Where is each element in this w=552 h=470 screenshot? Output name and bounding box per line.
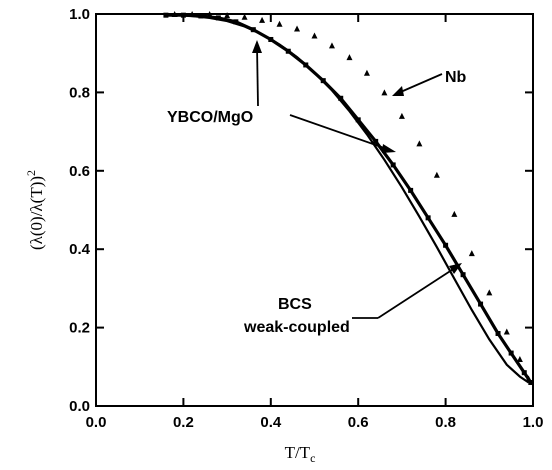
- annotation-nb: Nb: [445, 69, 467, 86]
- annotation-ybco-arrowhead-1: [252, 40, 262, 53]
- series-0-point: [294, 25, 301, 32]
- tick-labels: 0.0 0.2 0.4 0.6 0.8 1.0 0.0 0.2 0.4 0.6 0.8 1.0: [69, 6, 543, 431]
- annotation-nb-arrow: [395, 73, 443, 95]
- series-layer: [163, 11, 534, 385]
- series-1-point: [163, 12, 169, 18]
- x-tick-label: 0.0: [86, 414, 107, 431]
- series-0-point: [398, 112, 405, 119]
- series-0-point: [503, 328, 510, 335]
- y-tick-label: 0.0: [69, 398, 90, 415]
- series-1-point: [390, 162, 396, 168]
- series-0-point: [381, 89, 388, 96]
- series-0-point: [363, 69, 370, 76]
- x-tick-label: 0.2: [173, 414, 194, 431]
- y-tick-label: 0.6: [69, 163, 90, 180]
- series-1-point: [408, 187, 414, 193]
- series-0-point: [468, 250, 475, 257]
- series-0-point: [311, 32, 318, 39]
- series-0-point: [433, 171, 440, 178]
- x-tick-label: 1.0: [523, 414, 544, 431]
- y-tick-label: 0.4: [69, 241, 91, 258]
- series-0-point: [451, 210, 458, 217]
- series-2-line: [174, 13, 530, 384]
- series-1-point: [338, 95, 344, 101]
- series-0-point: [346, 54, 353, 61]
- annotation-ybco-arrowhead-2: [382, 144, 396, 153]
- plot-frame: [95, 13, 534, 407]
- annotation-bcs-arrowhead: [449, 263, 462, 274]
- series-1-point: [373, 138, 379, 144]
- series-1-point: [215, 15, 221, 21]
- y-tick-label: 0.2: [69, 320, 90, 337]
- series-1-point: [495, 330, 501, 336]
- y-tick-label: 0.8: [69, 84, 90, 101]
- x-tick-label: 0.4: [260, 414, 282, 431]
- x-tick-label: 0.8: [435, 414, 456, 431]
- y-tick-label: 1.0: [69, 6, 90, 23]
- series-1-point: [425, 215, 431, 221]
- x-tick-label: 0.6: [348, 414, 369, 431]
- annotation-ybco-arrow-1: [256, 45, 259, 107]
- series-1-point: [521, 370, 527, 376]
- series-0-point: [416, 140, 423, 147]
- annotation-bcs: BCS: [278, 296, 312, 313]
- series-0-point: [224, 12, 231, 19]
- series-1-point: [508, 350, 514, 356]
- series-0-point: [276, 20, 283, 27]
- annotation-ybco-arrow-2: [289, 114, 391, 151]
- y-axis-title-sup: 2: [24, 170, 38, 176]
- x-axis-title-sub: c: [310, 451, 315, 465]
- x-axis-title: T/Tc: [285, 443, 316, 465]
- series-0-point: [328, 42, 335, 49]
- series-0-point: [486, 289, 493, 296]
- annotation-bcs-arrow: [377, 265, 459, 319]
- annotation-ybco: YBCO/MgO: [167, 109, 253, 126]
- series-1-point: [355, 117, 361, 123]
- series-1-point: [233, 19, 239, 25]
- annotation-nb-arrowhead: [392, 86, 404, 96]
- axis-ticks: [95, 13, 534, 407]
- series-1-point: [478, 301, 484, 307]
- series-0-point: [241, 13, 248, 20]
- annotation-weak-coupled: weak-coupled: [243, 319, 350, 336]
- series-0-point: [259, 16, 266, 23]
- series-1-point: [528, 379, 534, 385]
- series-1-point: [443, 242, 449, 248]
- series-0-point: [516, 355, 523, 362]
- series-1-point: [460, 272, 466, 278]
- y-axis-title: (λ(0)/λ(T))2: [24, 170, 46, 250]
